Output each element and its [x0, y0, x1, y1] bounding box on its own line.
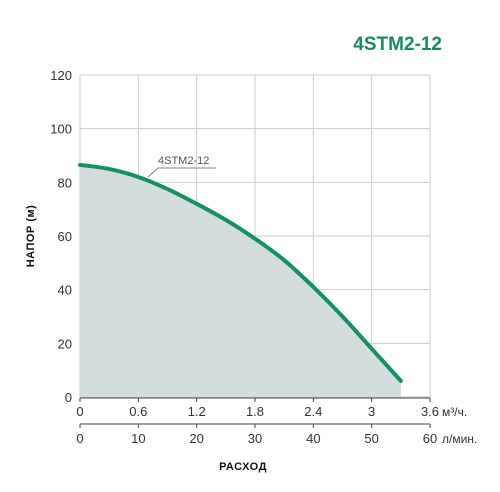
y-tick-label: 40 — [58, 283, 72, 298]
x-tick-label-secondary: 40 — [306, 431, 320, 446]
x-axis-label: РАСХОД — [219, 461, 267, 473]
x-unit-secondary: л/мин. — [442, 432, 477, 446]
grid-lines — [79, 74, 431, 398]
leader-line — [147, 167, 216, 178]
y-tick-label: 100 — [50, 122, 72, 137]
area-fill — [80, 164, 401, 397]
x-tick-label-secondary: 10 — [131, 431, 145, 446]
x-tick-label-secondary: 30 — [248, 431, 262, 446]
series-label-leader — [147, 167, 216, 178]
x-tick-label-primary: 1.2 — [188, 404, 206, 419]
x-tick-label-secondary: 50 — [364, 431, 378, 446]
y-tick-label: 60 — [58, 229, 72, 244]
y-axis-label: НАПОР (м) — [25, 205, 37, 268]
x-tick-label-primary: 3 — [368, 404, 375, 419]
x-unit-primary: м³/ч. — [442, 405, 467, 419]
x-axis-lines — [79, 397, 431, 428]
x-tick-label-primary: 1.8 — [246, 404, 264, 419]
y-tick-label: 80 — [58, 175, 72, 190]
y-tick-label: 0 — [65, 390, 72, 405]
y-tick-labels: 0 20 40 60 80 100 120 — [50, 68, 72, 405]
x-tick-labels-primary: 0 0.6 1.2 1.8 2.4 3 3.6 — [76, 404, 439, 419]
x-tick-label-secondary: 60 — [423, 431, 437, 446]
x-tick-label-primary: 3.6 — [421, 404, 439, 419]
series-curve-4stm2-12 — [78, 162, 403, 383]
x-tick-label-secondary: 0 — [76, 431, 83, 446]
x-tick-labels-secondary: 0 10 20 30 40 50 60 — [76, 431, 437, 446]
y-tick-label: 20 — [58, 336, 72, 351]
series-label: 4STM2-12 — [158, 155, 209, 167]
x-tick-label-primary: 0 — [76, 404, 83, 419]
x-tick-label-primary: 0.6 — [129, 404, 147, 419]
y-tick-label: 120 — [50, 68, 72, 83]
chart-title: 4STM2-12 — [353, 34, 442, 55]
x-tick-label-primary: 2.4 — [304, 404, 322, 419]
x-tick-label-secondary: 20 — [189, 431, 203, 446]
